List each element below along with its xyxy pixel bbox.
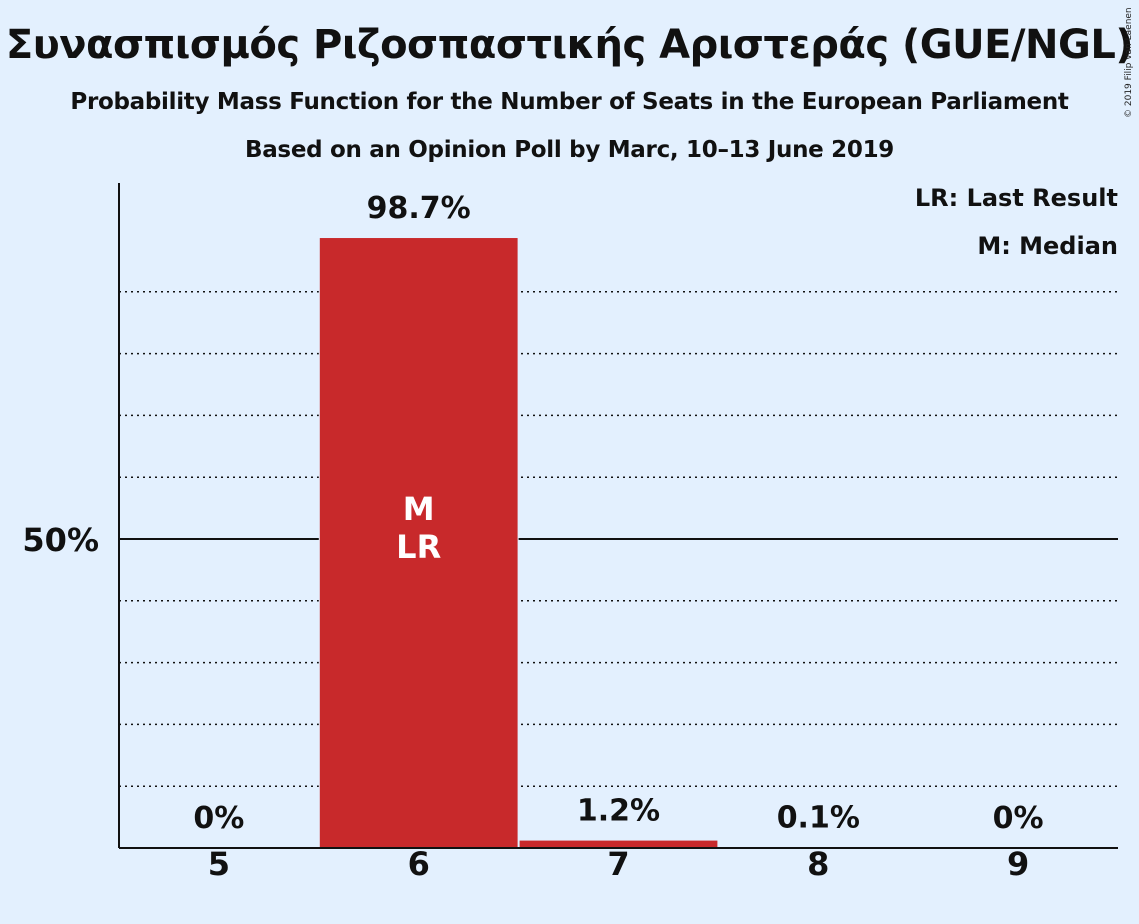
bar-7 xyxy=(519,840,718,848)
bar-6 xyxy=(319,238,518,848)
x-tick-label: 5 xyxy=(208,845,230,883)
value-label: 0.1% xyxy=(777,800,860,835)
value-label: 1.2% xyxy=(577,794,660,829)
y-tick-label: 50% xyxy=(22,521,99,559)
x-tick-label: 7 xyxy=(607,845,629,883)
x-tick-label: 8 xyxy=(807,845,829,883)
bar-annotation: LR xyxy=(396,528,441,566)
x-tick-label: 9 xyxy=(1007,845,1029,883)
chart-subtitle: Probability Mass Function for the Number… xyxy=(70,89,1069,115)
x-tick-label: 6 xyxy=(408,845,430,883)
legend-entry-last-result: LR: Last Result xyxy=(914,184,1118,212)
value-label: 98.7% xyxy=(367,191,471,226)
chart-subtitle-poll: Based on an Opinion Poll by Marc, 10–13 … xyxy=(244,137,894,163)
chart-title: Συνασπισμός Ριζοσπαστικής Αριστεράς (GUE… xyxy=(5,22,1134,68)
value-label: 0% xyxy=(193,801,244,836)
value-label: 0% xyxy=(993,801,1044,836)
legend-entry-median: M: Median xyxy=(977,232,1118,260)
bar-annotation: M xyxy=(403,490,435,528)
